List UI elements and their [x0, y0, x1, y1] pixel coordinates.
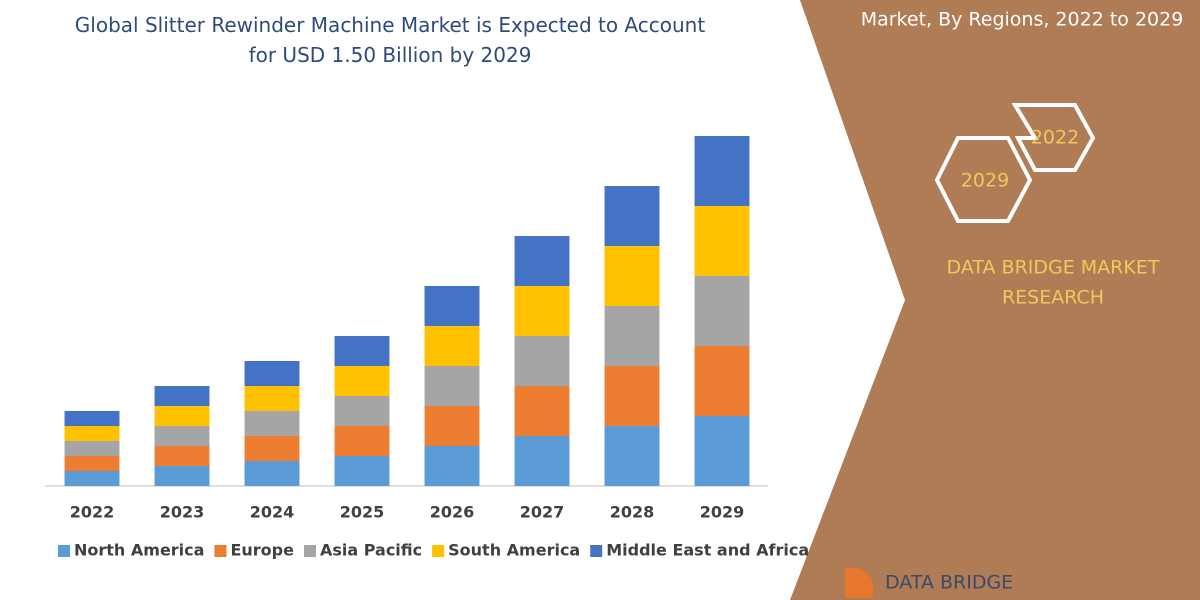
bar-segment — [334, 456, 390, 486]
bar-segment — [334, 366, 390, 396]
bar-segment — [334, 396, 390, 426]
bar-segment — [604, 366, 660, 426]
bar-segment — [694, 276, 750, 346]
bar-segment — [514, 436, 570, 486]
bar-segment — [244, 436, 300, 461]
legend-label: Asia Pacific — [320, 541, 422, 560]
bar-segment — [64, 411, 120, 426]
side-panel — [790, 0, 1200, 600]
legend-swatch — [303, 545, 316, 557]
x-tick-label: 2028 — [610, 503, 655, 522]
bar-segment — [244, 386, 300, 411]
legend-swatch — [432, 545, 445, 557]
bar-segment — [604, 246, 660, 306]
bar-segment — [604, 306, 660, 366]
bar-segment — [424, 446, 480, 486]
bar-segment — [694, 346, 750, 416]
bar-segment — [514, 236, 570, 286]
bar-segment — [244, 411, 300, 436]
legend-label: North America — [74, 541, 204, 560]
bar-segment — [64, 426, 120, 441]
x-tick-label: 2022 — [70, 503, 115, 522]
bar-segment — [694, 416, 750, 486]
bar-segment — [154, 386, 210, 406]
bar-segment — [424, 286, 480, 326]
brand-text: DATA BRIDGE MARKET — [947, 257, 1160, 279]
bar-segment — [154, 466, 210, 486]
logo-icon — [845, 568, 874, 598]
legend-swatch — [58, 545, 70, 557]
bar-segment — [604, 186, 660, 246]
bar-segment — [694, 136, 750, 206]
x-tick-label: 2024 — [250, 503, 295, 522]
bar-segment — [334, 426, 390, 456]
hexagon — [934, 136, 1033, 223]
x-tick-label: 2026 — [430, 503, 475, 522]
logo-text: DATA BRIDGE — [885, 572, 1013, 594]
bar-segment — [694, 206, 750, 276]
legend-swatch — [590, 545, 603, 557]
x-tick-label: 2029 — [700, 503, 745, 522]
x-tick-label: 2023 — [160, 503, 205, 522]
x-tick-label: 2025 — [340, 503, 385, 522]
bar-segment — [424, 326, 480, 366]
bar-segment — [244, 361, 300, 386]
hex-label: 2022 — [1031, 127, 1079, 149]
hexagon — [1011, 103, 1096, 172]
bar-segment — [424, 406, 480, 446]
bar-segment — [604, 426, 660, 486]
bar-segment — [514, 336, 570, 386]
bar-segment — [334, 336, 390, 366]
brand-text: RESEARCH — [1002, 287, 1104, 309]
x-tick-label: 2027 — [520, 503, 565, 522]
legend-label: Europe — [230, 541, 294, 560]
chart-title: Global Slitter Rewinder Machine Market i… — [74, 13, 706, 67]
bar-segment — [514, 286, 570, 336]
legend-label: South America — [448, 541, 580, 560]
bar-segment — [244, 461, 300, 486]
bar-segment — [154, 406, 210, 426]
bar-segment — [154, 426, 210, 446]
panel-heading: Market, By Regions, 2022 to 2029 — [861, 9, 1184, 31]
bar-segment — [64, 456, 120, 471]
legend-swatch — [214, 545, 227, 557]
bar-segment — [64, 441, 120, 456]
hex-label: 2029 — [961, 170, 1009, 192]
bar-segment — [154, 446, 210, 466]
legend-label: Middle East and Africa — [606, 541, 809, 560]
bar-segment — [514, 386, 570, 436]
bar-segment — [64, 471, 120, 486]
bar-segment — [424, 366, 480, 406]
